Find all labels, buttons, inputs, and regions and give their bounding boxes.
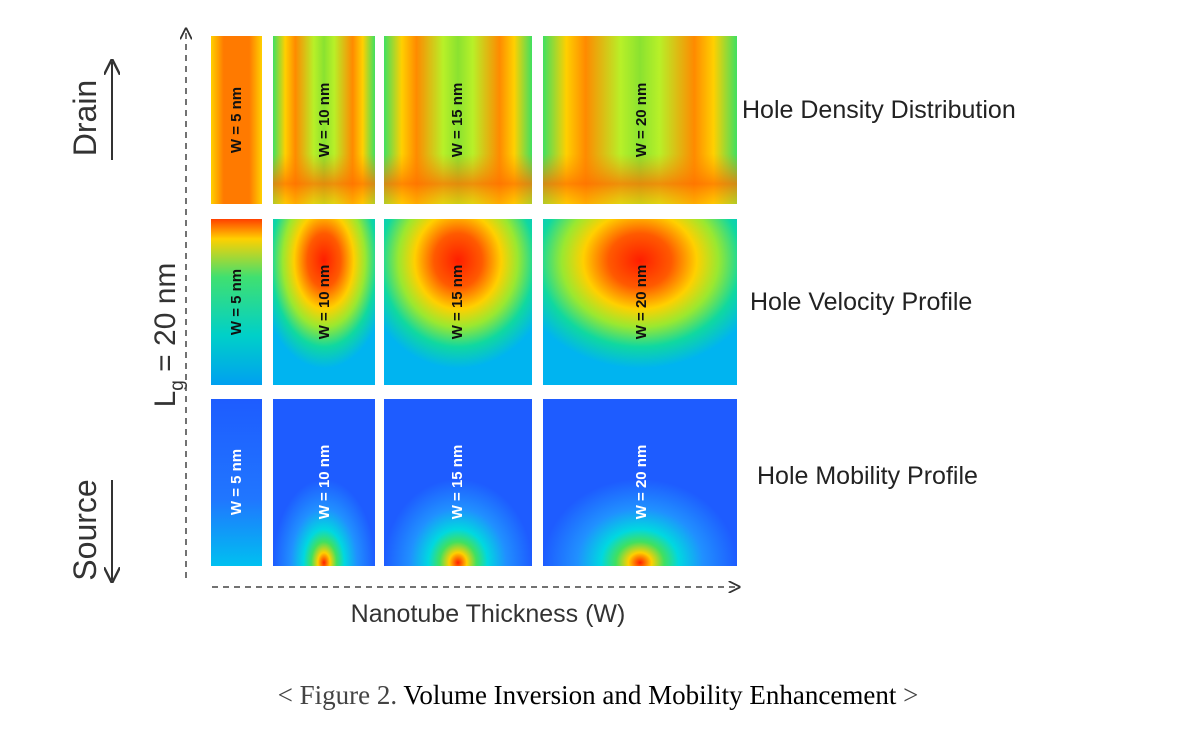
density-panel-w20-overlay	[543, 36, 737, 204]
velocity-row	[211, 219, 737, 385]
velocity-panel-w15	[384, 219, 532, 385]
row-label-velocity: Hole Velocity Profile	[750, 288, 972, 316]
figure-caption: < Figure 2. Volume Inversion and Mobilit…	[0, 680, 1196, 711]
mobility-row	[211, 399, 737, 566]
velocity-col-label-w15: W = 15 nm	[449, 265, 466, 340]
mobility-col-label-w20: W = 20 nm	[633, 445, 650, 520]
density-col-label-w20: W = 20 nm	[633, 83, 650, 158]
mobility-panel-w15	[384, 399, 532, 566]
mobility-panel-w10	[273, 399, 375, 566]
density-col-label-w10: W = 10 nm	[316, 83, 333, 158]
mobility-col-label-w5: W = 5 nm	[228, 449, 245, 515]
mobility-col-label-w10: W = 10 nm	[316, 445, 333, 520]
velocity-col-label-w5: W = 5 nm	[228, 269, 245, 335]
density-row	[211, 36, 737, 204]
velocity-panel-w20	[543, 219, 737, 385]
density-panel-w5	[211, 36, 262, 204]
drain-label: Drain	[67, 80, 103, 156]
density-panel-w15-overlay	[384, 36, 532, 204]
velocity-panel-w10	[273, 219, 375, 385]
velocity-panel-w5	[211, 219, 262, 385]
mobility-col-label-w15: W = 15 nm	[449, 445, 466, 520]
y-axis-label: Lg = 20 nm	[149, 263, 188, 408]
caption-title: Volume Inversion and Mobility Enhancemen…	[397, 680, 904, 710]
density-col-label-w5: W = 5 nm	[228, 87, 245, 153]
x-axis-label: Nanotube Thickness (W)	[351, 600, 626, 628]
velocity-col-label-w10: W = 10 nm	[316, 265, 333, 340]
caption-prefix: < Figure 2.	[277, 680, 398, 710]
caption-suffix: >	[903, 680, 919, 710]
mobility-panel-w20	[543, 399, 737, 566]
velocity-col-label-w20: W = 20 nm	[633, 265, 650, 340]
density-col-label-w15: W = 15 nm	[449, 83, 466, 158]
row-label-mobility: Hole Mobility Profile	[757, 462, 978, 490]
density-panel-w10-overlay	[273, 36, 375, 204]
source-label: Source	[67, 479, 103, 580]
row-label-density: Hole Density Distribution	[742, 96, 1016, 124]
mobility-panel-w5	[211, 399, 262, 566]
